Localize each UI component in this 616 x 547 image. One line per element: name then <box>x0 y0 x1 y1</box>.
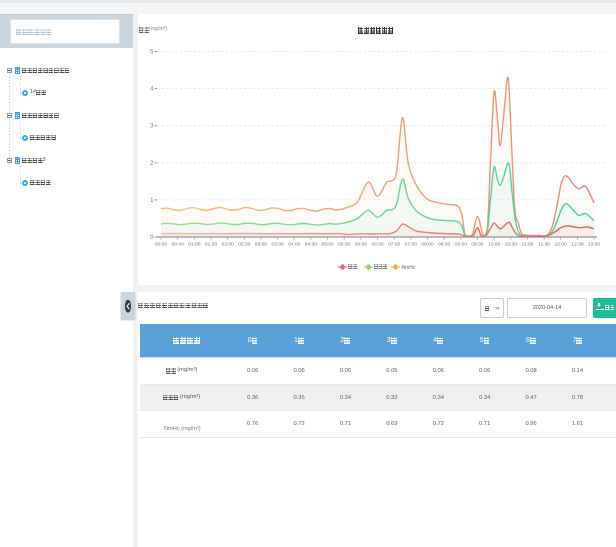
svg-text:05:30: 05:30 <box>338 242 351 248</box>
svg-text:06:00: 06:00 <box>355 242 368 248</box>
svg-text:02:30: 02:30 <box>238 242 251 248</box>
svg-text:0: 0 <box>150 235 154 241</box>
svg-text:01:00: 01:00 <box>188 242 201 248</box>
svg-text:09:30: 09:30 <box>471 242 484 248</box>
svg-text:07:30: 07:30 <box>405 242 418 248</box>
svg-text:08:00: 08:00 <box>421 242 434 248</box>
svg-text:05:00: 05:00 <box>321 242 334 248</box>
svg-text:12:00: 12:00 <box>555 242 568 248</box>
svg-text:00:00: 00:00 <box>155 242 168 248</box>
svg-text:4: 4 <box>150 87 154 93</box>
svg-text:2: 2 <box>150 161 154 167</box>
svg-text:04:00: 04:00 <box>288 242 301 248</box>
svg-text:04:30: 04:30 <box>305 242 318 248</box>
svg-text:08:30: 08:30 <box>438 242 451 248</box>
svg-text:12:30: 12:30 <box>571 242 584 248</box>
svg-text:00:30: 00:30 <box>172 242 185 248</box>
svg-text:1: 1 <box>150 198 154 204</box>
svg-text:03:30: 03:30 <box>271 242 284 248</box>
svg-text:01:30: 01:30 <box>205 242 218 248</box>
svg-text:5: 5 <box>150 50 154 56</box>
svg-text:10:00: 10:00 <box>488 242 501 248</box>
svg-text:11:30: 11:30 <box>538 242 550 248</box>
svg-text:13:00: 13:00 <box>588 242 601 248</box>
svg-text:11:00: 11:00 <box>521 242 533 248</box>
svg-text:07:00: 07:00 <box>388 242 401 248</box>
svg-text:10:30: 10:30 <box>505 242 518 248</box>
svg-text:3: 3 <box>150 124 154 130</box>
svg-text:02:00: 02:00 <box>221 242 234 248</box>
svg-text:06:30: 06:30 <box>371 242 384 248</box>
svg-text:NmHc: NmHc <box>402 265 416 271</box>
svg-text:09:00: 09:00 <box>455 242 468 248</box>
svg-text:03:00: 03:00 <box>255 242 268 248</box>
